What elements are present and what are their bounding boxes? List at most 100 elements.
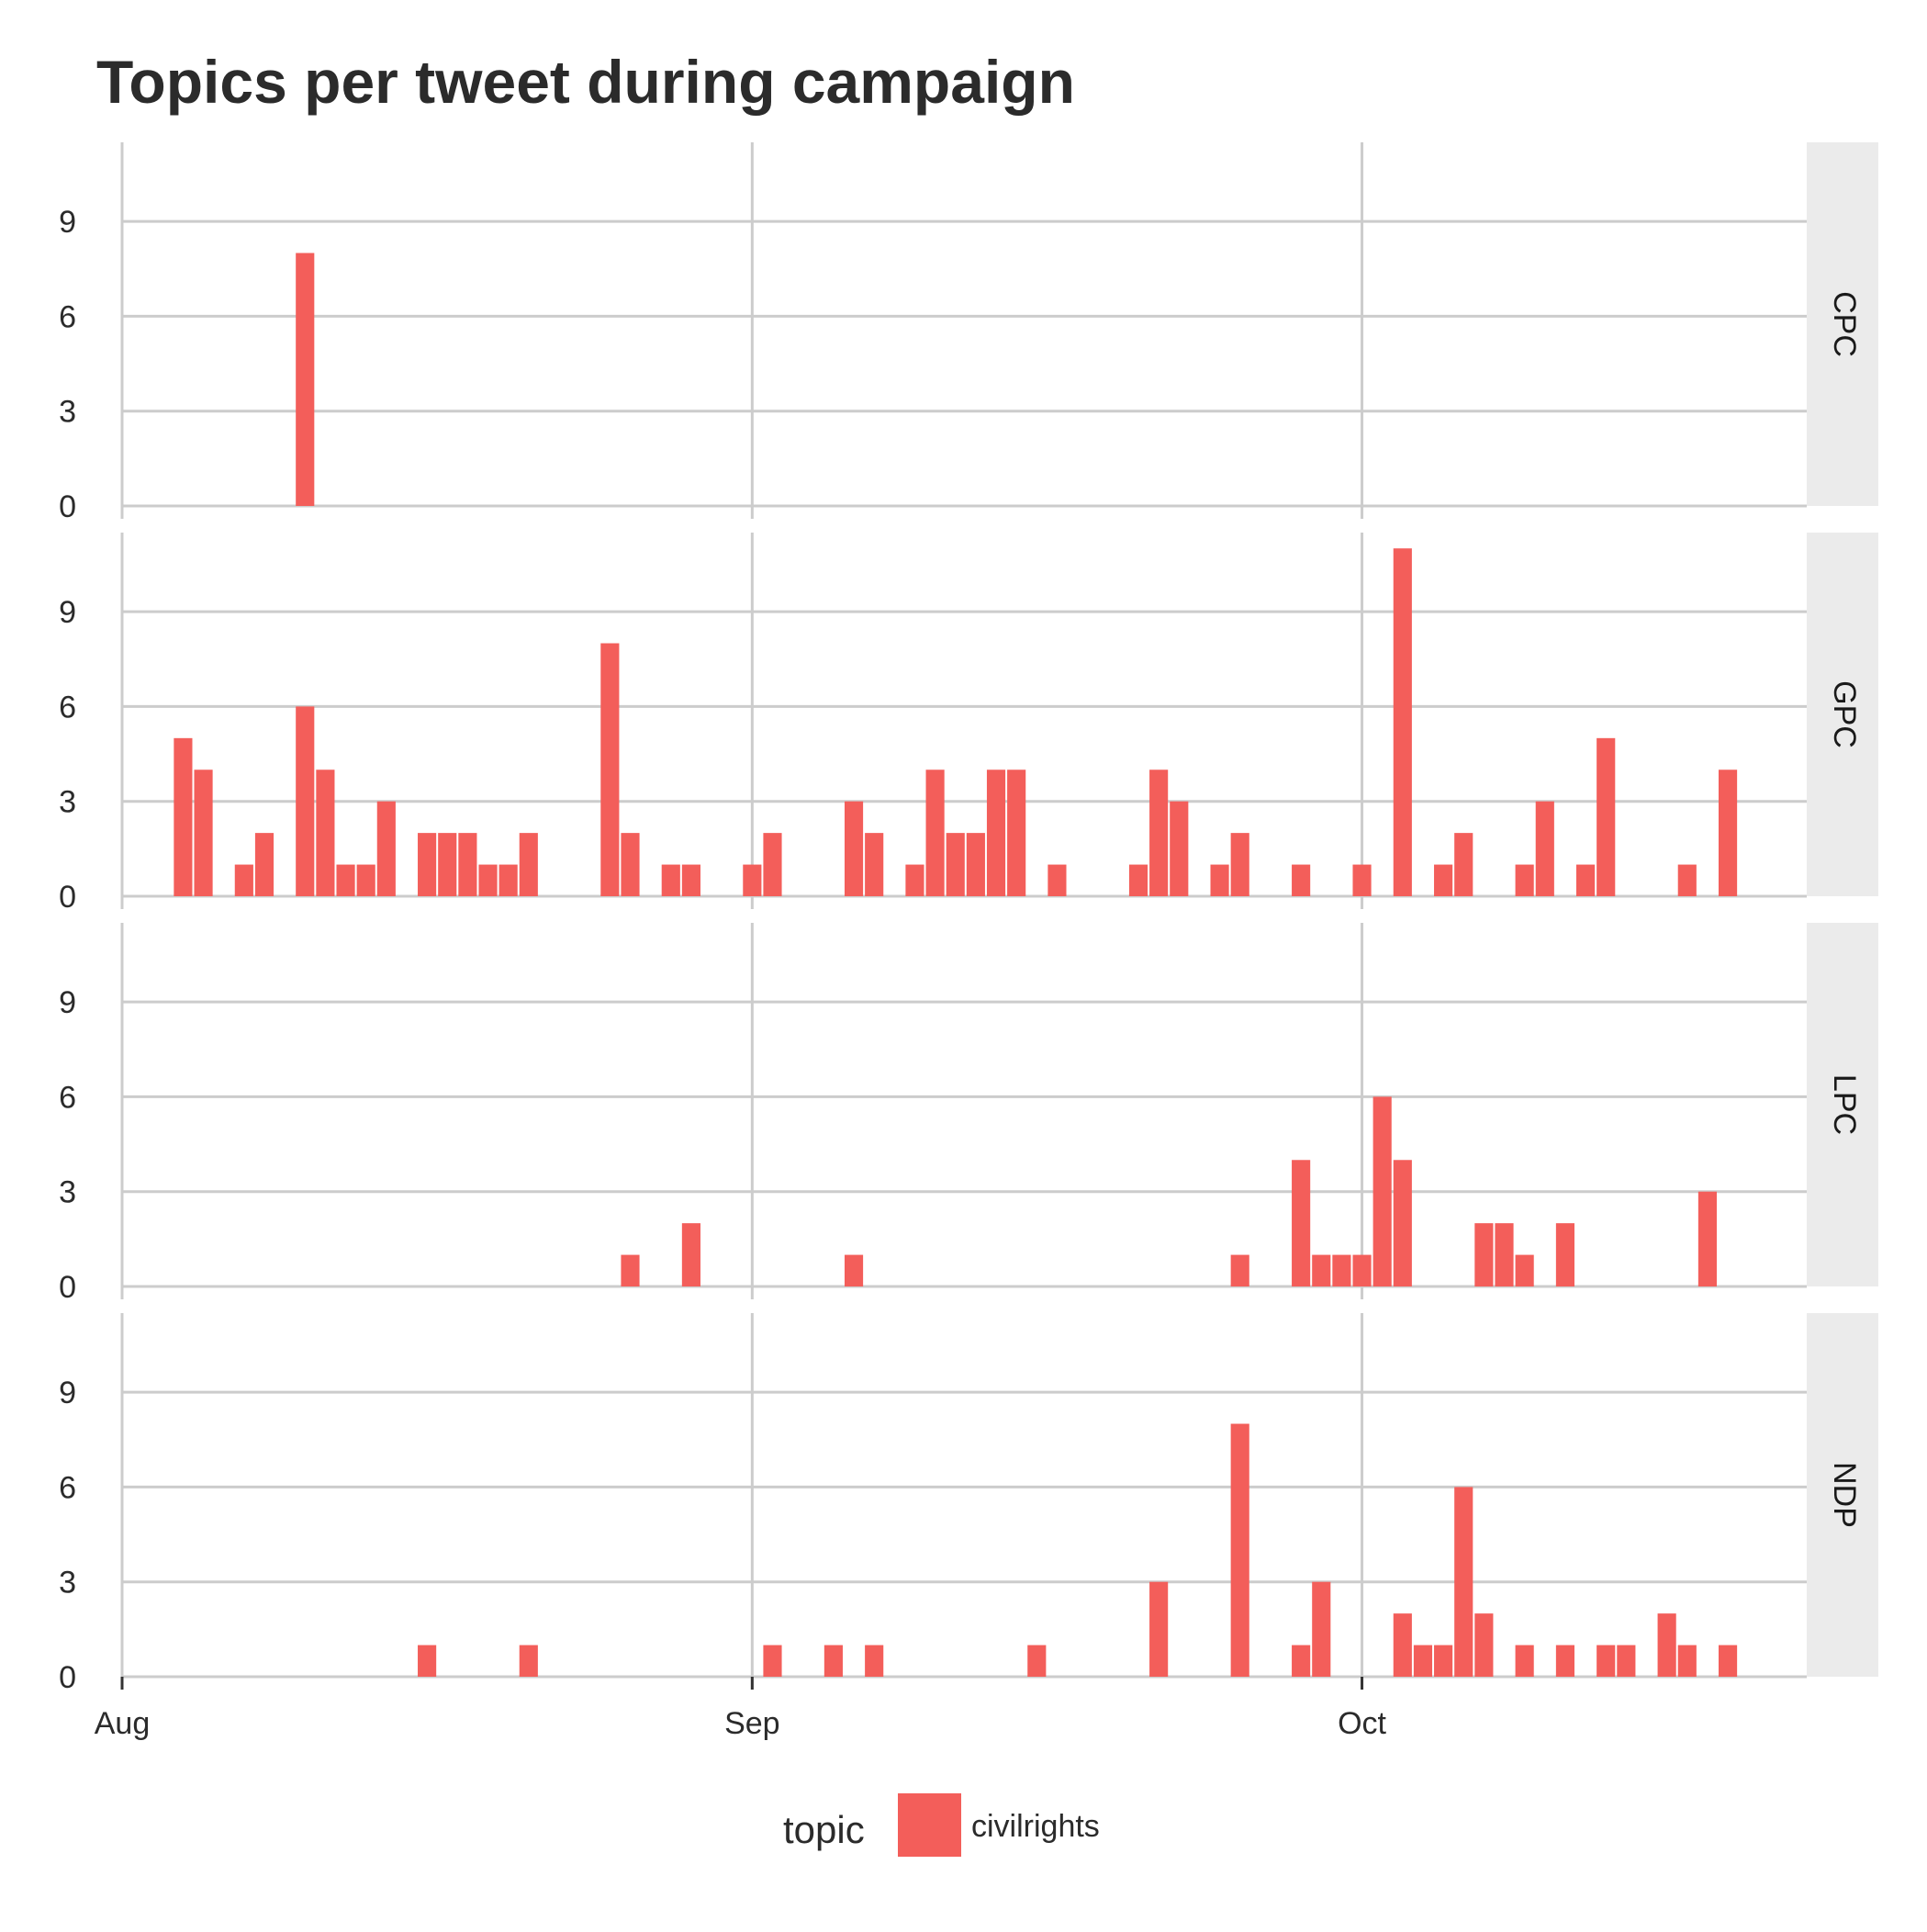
bar-lpc-2015-09-28 [1292, 1160, 1311, 1286]
bar-ndp-2015-09-21 [1149, 1581, 1169, 1677]
bar-gpc-2015-08-12 [336, 864, 355, 896]
bar-gpc-2015-08-13 [356, 864, 375, 896]
bar-ndp-2015-09-07 [865, 1645, 884, 1677]
bar-gpc-2015-08-14 [376, 801, 396, 896]
bar-lpc-2015-10-03 [1393, 1160, 1412, 1286]
bar-lpc-2015-08-26 [621, 1254, 640, 1286]
bar-gpc-2015-09-21 [1149, 769, 1169, 896]
bar-gpc-2015-09-02 [763, 833, 782, 896]
y-tick-label: 3 [59, 1566, 76, 1601]
bar-gpc-2015-09-06 [844, 801, 864, 896]
bar-lpc-2015-10-07 [1474, 1223, 1494, 1286]
y-tick-label: 9 [59, 985, 76, 1020]
bar-ndp-2015-10-06 [1454, 1487, 1473, 1677]
y-tick-label: 6 [59, 1470, 76, 1505]
bar-gpc-2015-08-21 [519, 833, 538, 896]
bar-gpc-2015-09-28 [1292, 864, 1311, 896]
bar-gpc-2015-10-03 [1393, 548, 1412, 896]
x-tick-label: Sep [724, 1706, 780, 1741]
bar-gpc-2015-10-09 [1515, 864, 1534, 896]
bar-ndp-2015-08-16 [418, 1645, 437, 1677]
panel-cpc: 0 3 6 9 CPC [59, 142, 1878, 524]
bar-gpc-2015-08-25 [600, 643, 620, 896]
y-tick-label: 6 [59, 299, 76, 334]
bar-gpc-2015-09-09 [905, 864, 924, 896]
bar-gpc-2015-10-10 [1535, 801, 1554, 896]
bar-lpc-2015-10-11 [1555, 1223, 1575, 1286]
bar-ndp-2015-09-28 [1292, 1645, 1311, 1677]
bar-gpc-2015-09-11 [946, 833, 965, 896]
bar-lpc-2015-09-06 [844, 1254, 864, 1286]
bar-gpc-2015-08-19 [478, 864, 498, 896]
chart-title: Topics per tweet during campaign [96, 48, 1075, 116]
bar-gpc-2015-09-22 [1170, 801, 1189, 896]
bar-gpc-2015-09-13 [986, 769, 1006, 896]
bar-ndp-2015-10-09 [1515, 1645, 1534, 1677]
facet-strip [1807, 1313, 1878, 1677]
bar-gpc-2015-08-08 [254, 833, 274, 896]
bar-lpc-2015-10-02 [1372, 1096, 1392, 1286]
bar-gpc-2015-09-16 [1048, 864, 1067, 896]
bar-gpc-2015-10-01 [1352, 864, 1372, 896]
y-tick-label: 9 [59, 595, 76, 630]
facet-strip [1807, 923, 1878, 1286]
bar-gpc-2015-08-11 [316, 769, 335, 896]
bar-lpc-2015-09-29 [1312, 1254, 1331, 1286]
bar-gpc-2015-08-17 [438, 833, 457, 896]
bar-ndp-2015-10-05 [1434, 1645, 1453, 1677]
bar-gpc-2015-10-05 [1434, 864, 1453, 896]
bar-ndp-2015-10-16 [1657, 1613, 1676, 1677]
bar-ndp-2015-08-21 [519, 1645, 538, 1677]
legend-label: civilrights [971, 1809, 1100, 1844]
bar-lpc-2015-09-25 [1230, 1254, 1249, 1286]
panels-group: 0 3 6 9 CPC 0 3 6 9 GPC 0 3 6 9 LPC 0 3 6 9 NDP [59, 142, 1878, 1695]
x-tick-label: Oct [1338, 1706, 1386, 1741]
bar-ndp-2015-10-11 [1555, 1645, 1575, 1677]
bar-gpc-2015-10-06 [1454, 833, 1473, 896]
bar-gpc-2015-10-12 [1576, 864, 1596, 896]
y-tick-label: 6 [59, 690, 76, 724]
bar-cpc-2015-08-10 [296, 253, 315, 506]
bar-ndp-2015-10-07 [1474, 1613, 1494, 1677]
bar-gpc-2015-08-29 [681, 864, 700, 896]
panel-ndp: 0 3 6 9 NDP [59, 1313, 1878, 1695]
facet-strip-label: NDP [1827, 1462, 1862, 1528]
y-tick-label: 0 [59, 489, 76, 524]
x-tick-label: Aug [95, 1706, 151, 1741]
bar-gpc-2015-08-20 [499, 864, 518, 896]
bar-lpc-2015-09-30 [1332, 1254, 1351, 1286]
bar-gpc-2015-08-26 [621, 833, 640, 896]
legend-key-swatch [898, 1793, 961, 1857]
bar-gpc-2015-09-07 [865, 833, 884, 896]
bar-gpc-2015-10-19 [1718, 769, 1738, 896]
x-axis: Aug Sep Oct [95, 1677, 1387, 1741]
bar-ndp-2015-09-29 [1312, 1581, 1331, 1677]
bar-lpc-2015-08-29 [681, 1223, 700, 1286]
bar-gpc-2015-09-01 [743, 864, 762, 896]
bar-ndp-2015-09-05 [823, 1645, 843, 1677]
bar-gpc-2015-08-16 [418, 833, 437, 896]
facet-strip [1807, 533, 1878, 896]
y-tick-label: 0 [59, 880, 76, 915]
facet-strip [1807, 142, 1878, 506]
y-tick-label: 0 [59, 1270, 76, 1305]
bar-gpc-2015-08-18 [458, 833, 477, 896]
y-tick-label: 9 [59, 205, 76, 240]
bar-ndp-2015-10-13 [1596, 1645, 1616, 1677]
bar-ndp-2015-09-15 [1027, 1645, 1047, 1677]
bar-lpc-2015-10-09 [1515, 1254, 1534, 1286]
bar-lpc-2015-10-18 [1697, 1191, 1717, 1286]
y-tick-label: 0 [59, 1660, 76, 1695]
panel-lpc: 0 3 6 9 LPC [59, 923, 1878, 1305]
facet-strip-label: CPC [1827, 291, 1862, 357]
bar-lpc-2015-10-01 [1352, 1254, 1372, 1286]
legend-title: topic [783, 1808, 865, 1851]
bar-ndp-2015-10-04 [1413, 1645, 1433, 1677]
bar-gpc-2015-08-10 [296, 706, 315, 896]
bar-ndp-2015-10-14 [1617, 1645, 1636, 1677]
y-tick-label: 9 [59, 1376, 76, 1410]
bar-gpc-2015-08-28 [661, 864, 680, 896]
facet-strip-label: LPC [1827, 1074, 1862, 1135]
